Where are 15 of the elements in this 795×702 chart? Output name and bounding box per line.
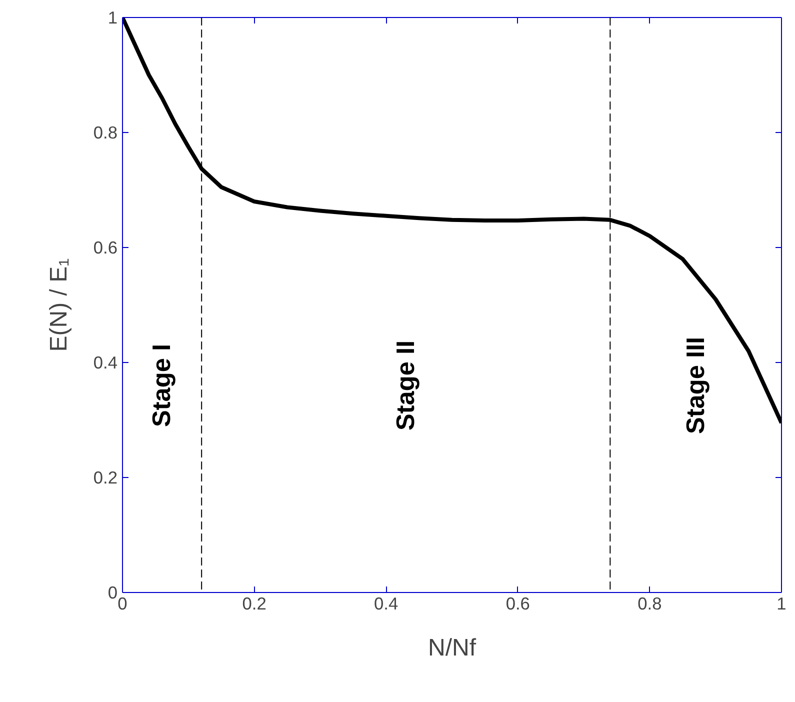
x-tick-label: 0.8 <box>638 594 662 614</box>
annotation: Stage III <box>682 336 710 434</box>
y-tick-label: 0.8 <box>93 122 118 142</box>
x-axis-title: N/Nf <box>428 634 476 662</box>
x-tick-label: 0.4 <box>374 594 399 614</box>
y-tick-label: 0.2 <box>93 468 118 488</box>
y-tick-label: 1 <box>108 8 118 28</box>
y-tick-label: 0.4 <box>93 352 118 372</box>
y-tick-label: 0.6 <box>93 238 118 258</box>
annotation: Stage I <box>148 344 176 428</box>
annotation: Stage II <box>392 340 420 431</box>
x-tick-label: 0.2 <box>242 594 266 614</box>
y-axis-title: E(N) / E₁ <box>45 258 72 352</box>
x-tick-label: 1 <box>776 594 786 614</box>
x-tick-label: 0.6 <box>506 594 530 614</box>
